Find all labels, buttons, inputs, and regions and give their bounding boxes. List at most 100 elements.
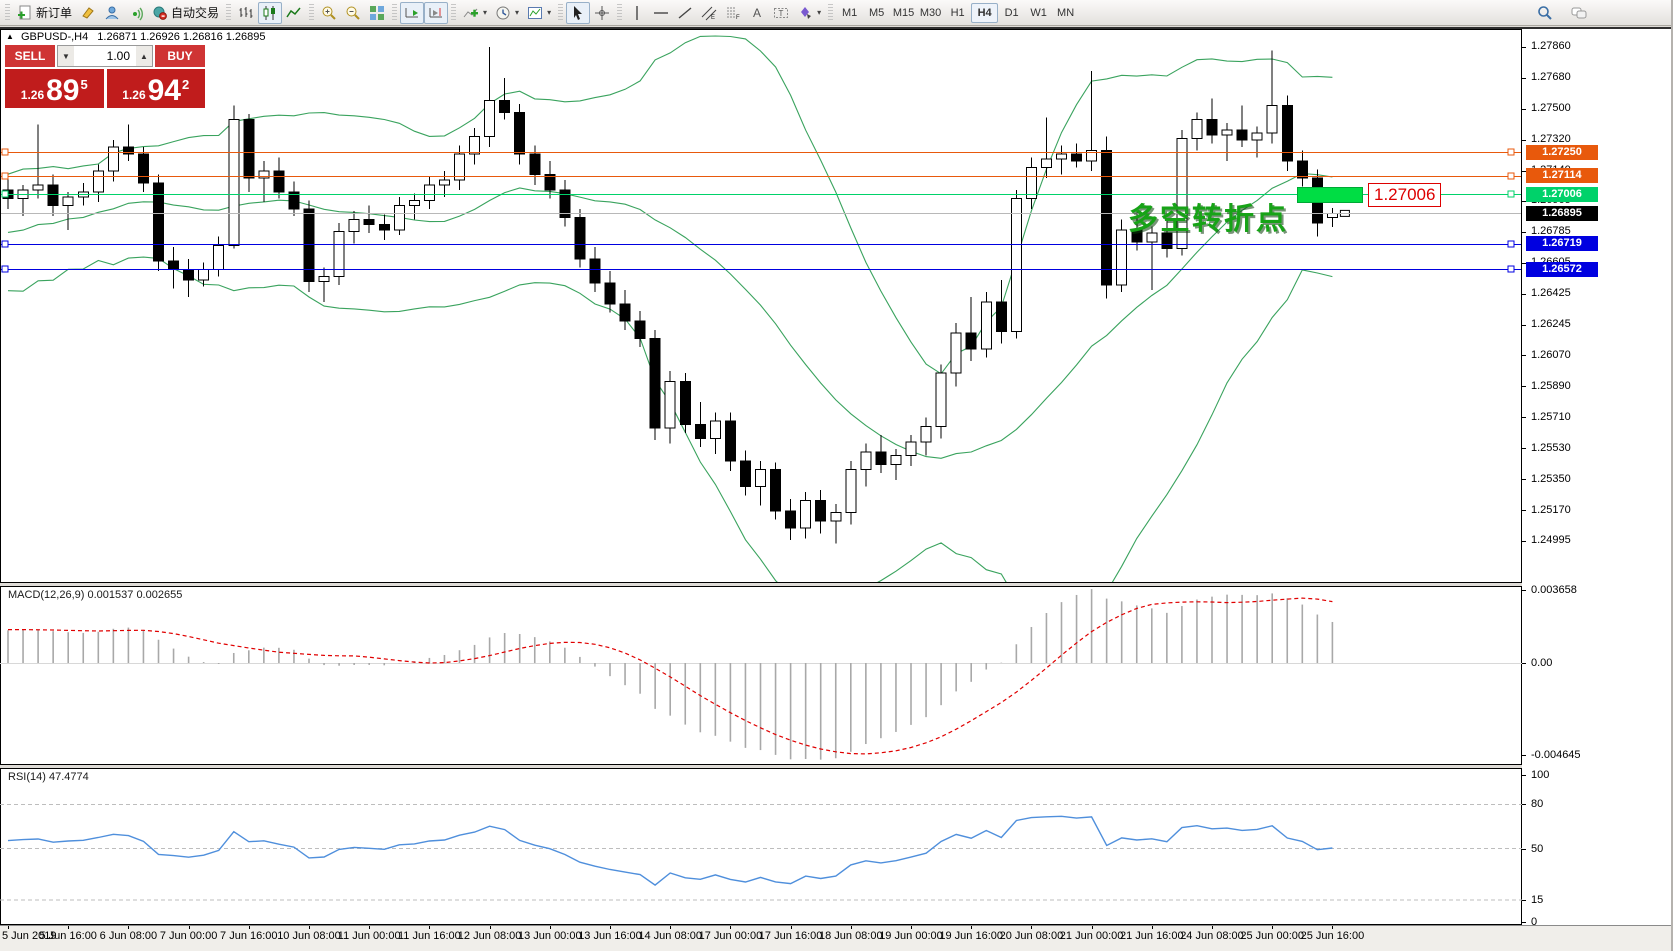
vertical-line-button[interactable] xyxy=(625,2,649,24)
line-handle-right[interactable] xyxy=(1507,190,1515,198)
dropdown-arrow-icon[interactable]: ▾ xyxy=(547,8,552,17)
buy-price-big: 94 xyxy=(147,74,181,107)
bar-chart-button[interactable] xyxy=(234,2,258,24)
buy-price-display[interactable]: 1.26 94 2 xyxy=(106,69,205,108)
candle-body xyxy=(122,146,134,155)
candle-body xyxy=(860,451,872,470)
candle-body xyxy=(739,460,751,488)
candle-body xyxy=(243,118,255,179)
rsi-pane[interactable] xyxy=(0,768,1522,925)
timeframe-h1-button[interactable]: H1 xyxy=(950,6,965,19)
time-axis[interactable] xyxy=(0,925,1671,951)
candle-body xyxy=(845,468,857,514)
line-handle-left[interactable] xyxy=(1,148,9,156)
line-handle-right[interactable] xyxy=(1507,265,1515,273)
tile-windows-button[interactable] xyxy=(365,2,389,24)
timeframe-m15-button[interactable]: M15 xyxy=(892,6,915,19)
candle-body xyxy=(1206,118,1218,136)
candle-body xyxy=(333,231,345,277)
vertical-line-icon xyxy=(629,5,645,21)
line-handle-left[interactable] xyxy=(1,172,9,180)
line-handle-right[interactable] xyxy=(1507,240,1515,248)
crosshair-button[interactable] xyxy=(590,2,614,24)
signal-button[interactable] xyxy=(124,2,148,24)
line-chart-button[interactable] xyxy=(282,2,306,24)
search-button[interactable] xyxy=(1533,2,1557,24)
toolbar-grip xyxy=(617,3,623,22)
timeframe-w1-button[interactable]: W1 xyxy=(1030,6,1047,19)
dropdown-arrow-icon[interactable]: ▾ xyxy=(515,8,520,17)
arrow-objects-button[interactable]: ▾ xyxy=(793,2,825,24)
trendline-button[interactable] xyxy=(673,2,697,24)
candle-body xyxy=(318,275,330,283)
zoom-in-button[interactable] xyxy=(317,2,341,24)
line-handle-left[interactable] xyxy=(1,240,9,248)
auto-scroll-button[interactable] xyxy=(400,1,425,24)
auto-trading-button[interactable]: 自动交易 xyxy=(148,2,223,24)
line-handle-left[interactable] xyxy=(1,190,9,198)
volume-increase-button[interactable]: ▲ xyxy=(136,46,152,66)
new-order-button[interactable]: 新订单 xyxy=(13,2,76,24)
price-axis[interactable] xyxy=(1522,29,1671,925)
timeframe-m1-button[interactable]: M1 xyxy=(841,6,858,19)
candle-body xyxy=(393,205,405,231)
timeframe-m30-button[interactable]: M30 xyxy=(919,6,942,19)
candle-body xyxy=(905,441,917,457)
text-button[interactable]: A xyxy=(745,2,769,24)
buy-button[interactable]: BUY xyxy=(155,45,205,67)
periods-icon xyxy=(495,5,511,21)
dropdown-arrow-icon[interactable]: ▾ xyxy=(817,8,822,17)
volume-decrease-button[interactable]: ▼ xyxy=(58,46,74,66)
macd-pane[interactable] xyxy=(0,586,1522,765)
chart-title: ▲ GBPUSD-,H4 1.26871 1.26926 1.26816 1.2… xyxy=(6,31,266,43)
periods-button[interactable]: ▾ xyxy=(491,2,523,24)
crosshair-icon xyxy=(594,5,610,21)
chart-shift-button[interactable] xyxy=(424,1,449,24)
sell-price-display[interactable]: 1.26 89 5 xyxy=(5,69,104,108)
candle-body xyxy=(890,455,902,465)
highlight-rectangle[interactable] xyxy=(1297,187,1363,203)
sell-price-pip: 5 xyxy=(80,77,88,92)
collapse-chart-icon[interactable]: ▲ xyxy=(6,32,14,41)
line-handle-left[interactable] xyxy=(1,265,9,273)
equidistant-channel-button[interactable]: E xyxy=(697,2,721,24)
line-handle-right[interactable] xyxy=(1507,172,1515,180)
templates-button[interactable]: ▾ xyxy=(523,2,555,24)
timeframe-m5-button[interactable]: M5 xyxy=(868,6,885,19)
fibonacci-button[interactable]: F xyxy=(721,2,745,24)
indicators-icon xyxy=(463,5,479,21)
candlestick-icon xyxy=(262,5,278,21)
sell-button[interactable]: SELL xyxy=(5,45,55,67)
candle-body xyxy=(363,218,375,226)
timeframe-h4-button[interactable]: H4 xyxy=(971,2,999,23)
volume-input[interactable]: 1.00 xyxy=(106,49,130,63)
macd-signal-line xyxy=(8,597,1333,755)
main-chart[interactable] xyxy=(0,29,1522,583)
trendline-icon xyxy=(677,5,693,21)
profile-button[interactable] xyxy=(100,2,124,24)
text-icon: A xyxy=(749,5,765,21)
highlighter-button[interactable] xyxy=(76,2,100,24)
chat-button[interactable] xyxy=(1567,2,1591,24)
candle-body xyxy=(634,320,646,339)
pane-border xyxy=(0,768,1522,925)
price-callout-label[interactable]: 1.27006 xyxy=(1368,183,1442,207)
one-click-trading-panel: SELL ▼ 1.00 ▲ BUY 1.26 89 5 1.26 94 2 xyxy=(5,45,205,108)
cursor-button[interactable] xyxy=(566,1,591,24)
candlestick-button[interactable] xyxy=(258,1,283,24)
svg-text:A: A xyxy=(753,6,761,20)
text-label-button[interactable]: T xyxy=(769,2,793,24)
candle-body xyxy=(559,189,571,219)
zoom-out-button[interactable] xyxy=(341,2,365,24)
dropdown-arrow-icon[interactable]: ▾ xyxy=(483,8,488,17)
candle-body xyxy=(273,170,285,193)
horizontal-line-button[interactable] xyxy=(649,2,673,24)
timeframe-mn-button[interactable]: MN xyxy=(1057,6,1075,19)
timeframe-d1-button[interactable]: D1 xyxy=(1004,6,1019,19)
candle-body xyxy=(454,153,465,181)
indicators-button[interactable]: ▾ xyxy=(459,2,491,24)
auto-trading-icon xyxy=(152,5,168,21)
toolbar-grip xyxy=(5,3,10,22)
line-handle-right[interactable] xyxy=(1507,148,1515,156)
toolbar-grip xyxy=(226,3,232,22)
